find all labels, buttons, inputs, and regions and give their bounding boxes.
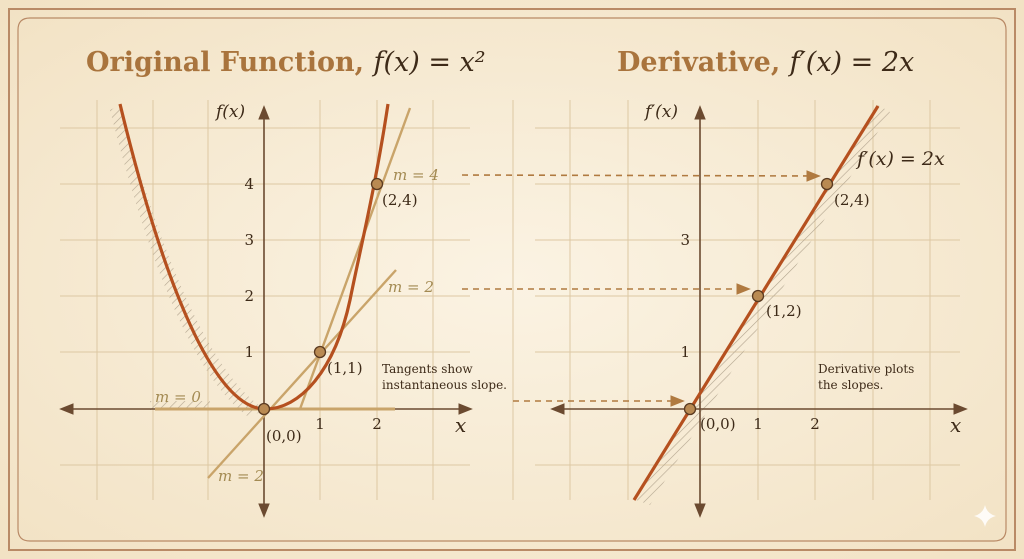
right-point-label-0-0: (0,0)	[700, 415, 736, 433]
left-point-label-0-0: (0,0)	[266, 427, 302, 445]
left-x-tick-2: 2	[372, 415, 382, 433]
left-note-line2: instantaneous slope.	[382, 378, 507, 392]
right-x-tick-2: 2	[810, 415, 820, 433]
tangent-at-2-4	[298, 107, 412, 410]
right-point-label-2-4: (2,4)	[834, 191, 870, 209]
right-point-label-1-2: (1,2)	[766, 302, 802, 320]
point-0-0	[257, 402, 271, 416]
left-x-tick-1: 1	[315, 415, 325, 433]
right-grid	[512, 100, 960, 500]
left-y-tick-1: 1	[244, 343, 254, 361]
slope-label-m2-upper: m = 2	[388, 278, 434, 296]
arrow-slope-4	[461, 170, 821, 182]
right-y-tick-1: 1	[680, 343, 690, 361]
right-note-line1: Derivative plots	[818, 362, 914, 376]
tangent-at-1-1	[207, 269, 397, 479]
right-x-tick-1: 1	[753, 415, 763, 433]
point-1-1	[313, 345, 327, 359]
point-2-4	[820, 177, 834, 191]
connector-arrows	[461, 170, 821, 407]
right-x-axis-label: x	[950, 413, 961, 437]
left-note-line1: Tangents show	[382, 362, 473, 376]
left-y-tick-3: 3	[244, 231, 254, 249]
left-y-tick-4: 4	[244, 175, 254, 193]
right-y-axis-label: f′(x)	[643, 102, 678, 122]
left-panel: Original Function, f(x) = x² 1	[59, 47, 507, 518]
right-y-tick-3: 3	[680, 231, 690, 249]
point-1-2	[751, 289, 765, 303]
right-panel-title: Derivative, f′(x) = 2x	[617, 47, 914, 78]
right-note-line2: the slopes.	[818, 378, 883, 392]
parabola-curve	[118, 103, 390, 411]
slope-label-m4: m = 4	[393, 166, 439, 184]
left-point-label-2-4: (2,4)	[382, 191, 418, 209]
left-y-axis-label: f(x)	[214, 102, 245, 122]
left-x-axis-label: x	[455, 413, 466, 437]
right-panel: Derivative, f′(x) = 2x 1 2 1 3 f′	[512, 47, 968, 518]
slope-label-m0: m = 0	[155, 388, 201, 406]
outer-frame	[8, 8, 1016, 551]
left-y-tick-2: 2	[244, 287, 254, 305]
curve-shading	[110, 105, 264, 418]
point-0-0	[683, 402, 697, 416]
slope-label-m2-lower: m = 2	[218, 467, 264, 485]
point-2-4	[370, 177, 384, 191]
derivative-line	[632, 105, 880, 501]
left-panel-title: Original Function, f(x) = x²	[86, 47, 486, 78]
inner-frame	[17, 17, 1007, 542]
derivative-function-label: f′(x) = 2x	[855, 148, 945, 170]
sparkle-icon	[974, 505, 996, 527]
left-point-label-1-1: (1,1)	[327, 359, 363, 377]
